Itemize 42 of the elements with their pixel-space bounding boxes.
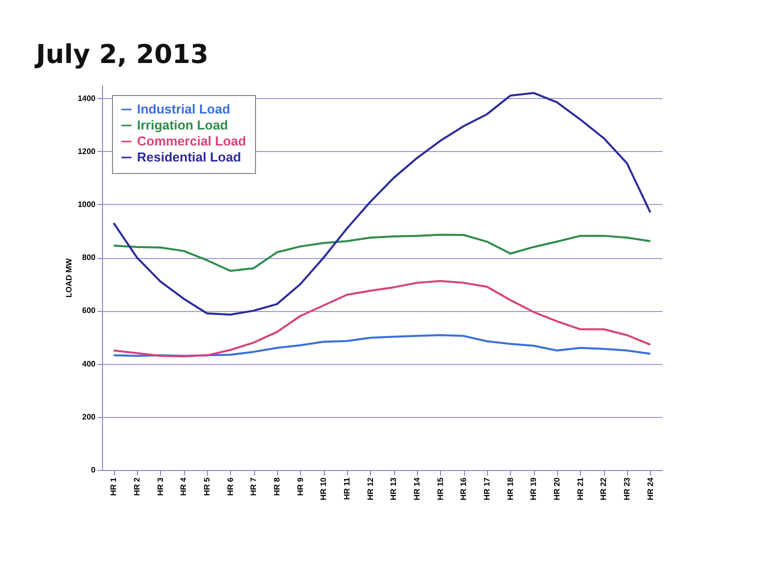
y-tick-label: 1000 — [78, 200, 96, 209]
legend-label: Irrigation Load — [137, 118, 228, 132]
x-tick-label: HR 8 — [272, 476, 282, 496]
x-tick-label: HR 1 — [109, 476, 118, 496]
x-tick-label: HR 3 — [156, 476, 165, 496]
chart-title: July 2, 2013 — [36, 40, 210, 70]
x-tick-label: HR 21 — [576, 476, 585, 500]
x-tick-label: HR 2 — [132, 476, 142, 496]
line-series — [112, 234, 652, 272]
line-series — [112, 280, 652, 358]
y-tick-label: 400 — [82, 359, 96, 368]
y-tick-label: 800 — [82, 253, 96, 262]
y-tick-label: 0 — [91, 466, 96, 474]
legend-label: Residential Load — [137, 150, 242, 164]
legend-label: Commercial Load — [137, 134, 246, 148]
x-tick-label: HR 23 — [622, 476, 632, 500]
legend-label: Industrial Load — [137, 102, 230, 116]
y-axis-title: LOAD MW — [64, 258, 74, 298]
y-tick-label: 200 — [82, 412, 96, 422]
x-tick-label: HR 20 — [552, 476, 562, 500]
x-tick-label: HR 7 — [249, 476, 258, 496]
x-tick-label: HR 10 — [319, 476, 328, 500]
y-tick-label: 1400 — [78, 94, 96, 103]
x-tick-label: HR 16 — [459, 476, 468, 500]
y-tick-label: 600 — [82, 306, 96, 316]
x-tick-label: HR 12 — [366, 476, 375, 500]
x-tick-label: HR 15 — [436, 476, 445, 500]
x-tick-label: HR 6 — [226, 476, 235, 496]
x-tick-label: HR 5 — [202, 476, 212, 496]
y-tick-label: 1200 — [78, 146, 96, 156]
x-tick-label: HR 9 — [296, 476, 305, 496]
x-tick-label: HR 14 — [412, 476, 422, 500]
x-tick-label: HR 4 — [179, 476, 188, 496]
x-tick-label: HR 22 — [599, 476, 608, 500]
x-tick-label: HR 11 — [342, 476, 352, 500]
x-tick-label: HR 17 — [482, 476, 492, 500]
line-series — [112, 334, 652, 357]
x-tick-label: HR 19 — [529, 476, 538, 500]
x-tick-label: HR 18 — [506, 476, 515, 500]
x-tick-label: HR 24 — [646, 476, 655, 500]
line-series — [112, 92, 652, 316]
x-tick-label: HR 13 — [389, 476, 398, 500]
